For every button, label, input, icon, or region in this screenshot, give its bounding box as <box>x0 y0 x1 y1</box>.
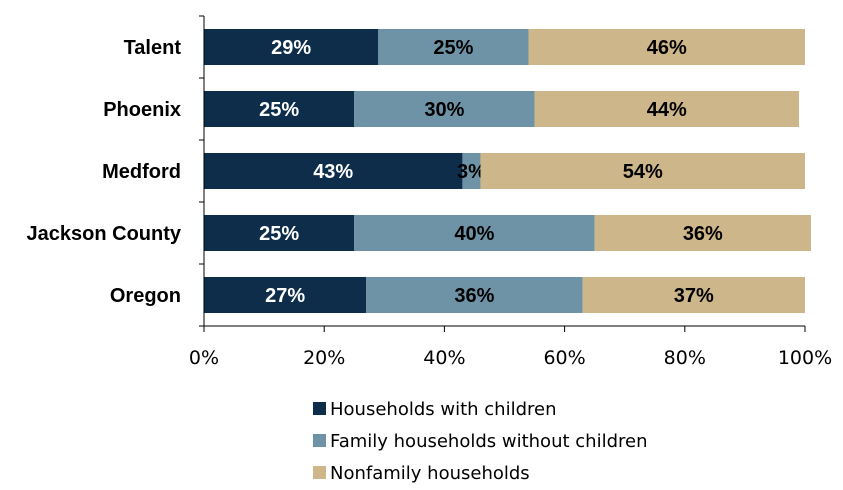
category-label: Jackson County <box>27 223 182 245</box>
data-label: 43% <box>313 161 353 183</box>
x-tick-label: 60% <box>543 347 585 369</box>
legend-label: Households with children <box>330 399 557 420</box>
bar-segment <box>534 91 799 127</box>
bar-segment <box>480 153 805 189</box>
data-label: 29% <box>271 37 311 59</box>
x-tick-label: 0% <box>189 347 219 369</box>
legend-label: Family households without children <box>330 431 647 452</box>
legend-swatch <box>313 402 326 415</box>
bar-segment <box>204 215 355 251</box>
legend-swatch <box>313 434 326 447</box>
bar-segment <box>582 277 805 313</box>
axes-layer: Talent Phoenix Medford Jackson County Oregon… <box>27 15 832 369</box>
x-tick-label: 40% <box>423 347 465 369</box>
bar-segment <box>204 91 355 127</box>
bar-segment <box>354 215 595 251</box>
category-label: Oregon <box>110 285 181 307</box>
bar-segment <box>462 153 481 189</box>
data-label: 37% <box>674 285 714 307</box>
x-tick-label: 100% <box>778 347 832 369</box>
bar-segment <box>378 29 529 65</box>
data-label: 27% <box>265 285 305 307</box>
data-label: 30% <box>424 99 464 121</box>
bar-segment <box>594 215 812 251</box>
bar-segment <box>204 29 379 65</box>
data-label: 40% <box>454 223 494 245</box>
x-tick-label: 80% <box>664 347 706 369</box>
legend: Households with children Family household… <box>313 399 647 484</box>
bar-segment <box>204 277 367 313</box>
category-label: Medford <box>102 161 181 183</box>
data-label: 3% <box>457 161 486 183</box>
data-label: 36% <box>683 223 723 245</box>
data-label: 44% <box>647 99 687 121</box>
data-label: 25% <box>259 99 299 121</box>
data-label: 46% <box>647 37 687 59</box>
data-label: 25% <box>259 223 299 245</box>
data-label: 36% <box>454 285 494 307</box>
legend-label: Nonfamily households <box>330 463 530 484</box>
bar-segment <box>528 29 805 65</box>
bars-layer: 29% 25% 46% 25% 30% 44% 43% 3% 54% 25% 40% 36% 27% 36… <box>204 29 812 313</box>
legend-swatch <box>313 466 326 479</box>
data-label: 25% <box>433 37 473 59</box>
bar-segment <box>366 277 583 313</box>
bar-segment <box>354 91 535 127</box>
category-label: Talent <box>124 37 182 59</box>
category-label: Phoenix <box>103 99 181 121</box>
bar-segment <box>204 153 463 189</box>
x-tick-label: 20% <box>303 347 345 369</box>
data-label: 54% <box>623 161 663 183</box>
